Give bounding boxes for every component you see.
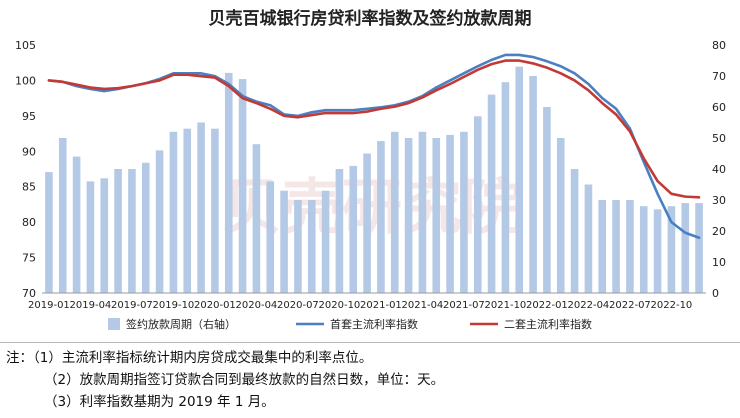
x-tick-label: 2020-04 bbox=[236, 300, 278, 311]
x-tick-label: 2019-07 bbox=[111, 300, 153, 311]
bar bbox=[363, 153, 371, 293]
right-tick-label: 20 bbox=[712, 225, 726, 238]
bar bbox=[529, 76, 537, 293]
x-tick-label: 2022-04 bbox=[568, 300, 610, 311]
bar bbox=[695, 203, 703, 293]
bar bbox=[626, 200, 634, 293]
bar bbox=[446, 134, 454, 293]
bar bbox=[335, 169, 344, 293]
bar bbox=[155, 150, 164, 293]
bar bbox=[307, 200, 316, 293]
bar bbox=[473, 116, 482, 293]
bar bbox=[584, 184, 593, 293]
x-tick-label: 2020-07 bbox=[277, 300, 319, 311]
x-tick-label: 2022-01 bbox=[526, 300, 568, 311]
note-1: 注：（1）主流利率指标统计期内房贷成交最集中的利率点位。 bbox=[6, 350, 373, 366]
right-tick-label: 50 bbox=[712, 132, 726, 145]
right-tick-label: 40 bbox=[712, 163, 726, 176]
left-tick-label: 85 bbox=[22, 181, 36, 194]
note-2: （2）放款周期指签订贷款合同到最终放款的自然日数，单位：天。 bbox=[44, 372, 445, 388]
left-tick-label: 80 bbox=[22, 216, 36, 229]
legend-label: 二套主流利率指数 bbox=[504, 317, 592, 331]
bar bbox=[501, 82, 510, 293]
bar bbox=[266, 181, 275, 293]
bar bbox=[128, 169, 136, 293]
legend-swatch bbox=[108, 318, 120, 330]
bar bbox=[211, 128, 219, 293]
bar bbox=[238, 79, 247, 293]
bar bbox=[377, 141, 385, 293]
legend-label: 首套主流利率指数 bbox=[330, 317, 418, 331]
bar bbox=[114, 169, 122, 293]
x-tick-label: 2021-10 bbox=[485, 300, 527, 311]
right-tick-label: 60 bbox=[712, 101, 726, 114]
x-tick-label: 2019-04 bbox=[70, 300, 112, 311]
bar bbox=[280, 190, 288, 293]
bar bbox=[72, 156, 81, 293]
bar bbox=[681, 203, 690, 293]
bar bbox=[432, 138, 441, 293]
right-tick-label: 80 bbox=[712, 39, 726, 52]
x-tick-label: 2019-01 bbox=[28, 300, 70, 311]
x-tick-label: 2019-10 bbox=[153, 300, 195, 311]
bar bbox=[570, 169, 579, 293]
bar bbox=[667, 206, 676, 293]
note-3: （3）利率指数基期为 2019 年 1 月。 bbox=[44, 394, 275, 410]
notes: 注：（1）主流利率指标统计期内房贷成交最集中的利率点位。 （2）放款周期指签订贷… bbox=[0, 342, 740, 418]
legend-label: 签约放款周期（右轴） bbox=[126, 317, 236, 331]
bar bbox=[45, 172, 53, 293]
right-tick-label: 0 bbox=[712, 287, 719, 300]
left-tick-label: 95 bbox=[22, 110, 36, 123]
left-tick-label: 70 bbox=[22, 287, 36, 300]
left-tick-label: 90 bbox=[22, 145, 36, 158]
bar bbox=[294, 200, 302, 293]
bar bbox=[252, 144, 261, 293]
bar bbox=[183, 128, 192, 293]
chart: 贝壳研究院70758085909510010501020304050607080… bbox=[15, 39, 726, 331]
bar bbox=[515, 66, 524, 293]
bar bbox=[639, 206, 648, 293]
bar bbox=[321, 190, 330, 293]
bar bbox=[58, 138, 67, 293]
left-tick-label: 105 bbox=[15, 39, 36, 52]
right-tick-label: 70 bbox=[712, 70, 726, 83]
x-tick-label: 2021-01 bbox=[360, 300, 402, 311]
bar bbox=[169, 131, 178, 293]
x-tick-label: 2022-10 bbox=[651, 300, 693, 311]
x-tick-label: 2022-07 bbox=[609, 300, 651, 311]
bar bbox=[653, 209, 662, 293]
x-tick-label: 2020-10 bbox=[319, 300, 361, 311]
bar bbox=[86, 181, 95, 293]
bar bbox=[349, 165, 358, 293]
bar bbox=[404, 138, 413, 293]
x-tick-label: 2021-07 bbox=[443, 300, 485, 311]
bar bbox=[556, 138, 565, 293]
chart-title: 贝壳百城银行房贷利率指数及签约放款周期 bbox=[208, 9, 532, 29]
bar bbox=[487, 94, 496, 293]
bar bbox=[390, 131, 399, 293]
bar bbox=[418, 131, 427, 293]
x-tick-label: 2021-04 bbox=[402, 300, 444, 311]
bar bbox=[460, 131, 468, 293]
bar bbox=[100, 178, 109, 293]
right-tick-label: 10 bbox=[712, 256, 726, 269]
bar bbox=[224, 72, 233, 294]
left-tick-label: 75 bbox=[22, 252, 36, 265]
right-tick-label: 30 bbox=[712, 194, 726, 207]
x-tick-label: 2020-01 bbox=[194, 300, 236, 311]
series-line bbox=[47, 59, 701, 199]
bar bbox=[612, 200, 620, 293]
bar bbox=[543, 107, 551, 293]
bar bbox=[141, 162, 150, 293]
bar bbox=[197, 122, 205, 293]
bar bbox=[598, 200, 607, 293]
left-tick-label: 100 bbox=[15, 74, 36, 87]
